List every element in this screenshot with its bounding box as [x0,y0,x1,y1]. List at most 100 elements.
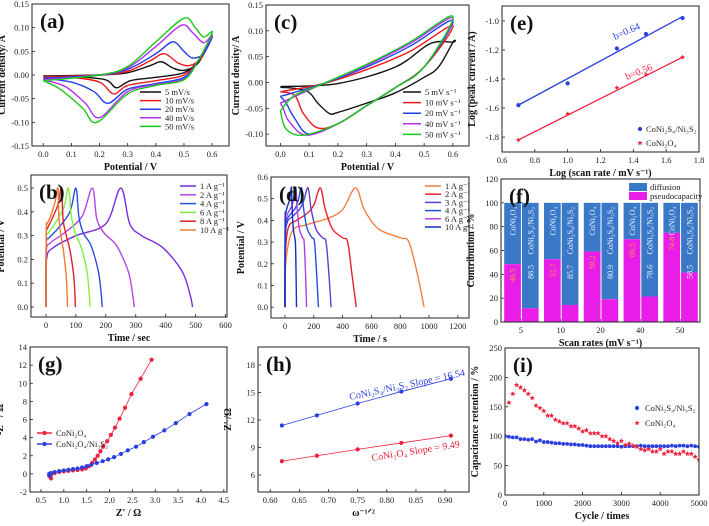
x-axis-label: Scan rates (mV s⁻¹) [559,338,642,349]
data-point [569,442,573,447]
data-point [576,443,581,447]
data-point [399,440,404,446]
data-point-star [665,448,671,454]
annotation-label: CoNi₂S₄/Ni₃S₂ Slope = 16.54 [348,368,466,403]
y-tick-label: 6 [23,415,27,425]
data-point-star [638,446,644,452]
data-point [399,389,404,394]
annotation-label: CoNi₂O₄ Slope = 9.49 [371,439,461,464]
bar-value-label: 52.7 [548,263,557,277]
x-tick-label: 100 [70,320,83,330]
data-point [52,469,57,475]
x-tick-label: 1.5 [81,495,92,505]
series-line [45,187,91,308]
panel-label: (b) [39,180,65,204]
legend-label: 5 mV/s [165,87,190,97]
y-tick-label: 0 [498,490,502,500]
data-point-star [572,423,578,429]
x-tick-label: 20 [596,325,605,335]
legend-label: CoNi₂S₄/Ni₃S₂ [646,124,697,134]
data-point [534,439,538,444]
data-point-star [548,412,555,418]
plot-area [279,15,456,136]
legend-label: 20 mV/s [165,104,194,114]
data-point [669,443,674,448]
x-tick-label: 1.8 [694,155,705,165]
data-point-star [696,456,699,462]
x-tick-label: 0.8 [530,155,541,165]
data-point [526,437,531,442]
x-tick-label: 0 [44,320,48,330]
y-tick-label: -0.05 [245,103,263,113]
bar-value-label: 74.8 [668,237,677,251]
x-tick-label: 1.6 [661,155,672,165]
data-point-star [657,446,663,452]
x-axis-label: Cycle / times [575,511,630,522]
y-tick-label: 15 [247,387,256,397]
legend-label: 1 A g⁻¹ [200,181,225,191]
legend-label: 8 A g⁻¹ [200,216,225,226]
data-point-star [661,451,667,457]
data-point [355,447,360,452]
bar-diffusion [663,202,681,233]
data-point [448,433,454,438]
y-tick-label: 9 [251,443,255,453]
data-point-star [556,418,562,424]
plot-frame [270,176,470,319]
plot-area [284,186,425,308]
plot-area [45,187,194,308]
panel-label: (e) [510,11,533,35]
data-point [314,453,319,458]
x-tick-label: 300 [129,320,142,330]
data-point [642,444,647,449]
y-tick-label: 0.3 [17,231,28,241]
plot-area [505,382,699,462]
x-tick-label: 0 [503,498,507,508]
x-tick-label: 0.5 [419,149,430,159]
series-line [45,187,69,308]
y-tick-label: 0.1 [257,280,268,290]
data-point-star [564,420,570,426]
y-tick-label: -1.4 [486,74,500,84]
panel-label: (a) [40,9,65,33]
bar-pseudocapacity [521,308,539,322]
data-point [66,467,71,472]
plot-frame [257,346,470,493]
bar-value-label: 78.6 [646,265,655,279]
bar-diffusion [601,202,619,300]
data-point [643,31,649,37]
data-point [75,466,80,471]
data-point [549,440,554,445]
data-point-star [576,425,582,431]
legend-label: 4 A g⁻¹ [445,206,470,216]
fit-line [518,16,683,106]
data-point [545,440,550,444]
data-point [112,425,118,430]
bar-value-label: 80.9 [606,265,615,279]
data-point [619,444,624,449]
data-point-star [607,436,613,442]
x-axis-label: Potential / V [341,162,395,173]
y-tick-label: 40 [490,269,499,279]
y-tick-label: 0.1 [17,278,28,288]
x-tick-label: 3000 [613,498,630,508]
panel-b: 0.0 0.1 0.2 0.3 0.4 0.5 0 100 200 300 400 500 600 Tim… [0,174,232,344]
data-point [162,428,167,433]
data-point-star [525,391,531,397]
x-tick-label: 2000 [574,498,591,508]
annotation-label: b=0.64 [612,21,642,42]
data-point [279,423,284,428]
series-line [45,187,135,308]
data-point-star [688,451,694,457]
data-point-star [541,408,547,414]
legend-label: CoNi₂O₄ [645,418,676,428]
data-point [565,81,570,86]
data-point [279,459,284,464]
y-tick-label: 4 [23,433,28,443]
x-tick-label: 2.0 [104,495,115,505]
data-point [314,413,319,418]
x-tick-label: 1000 [421,321,438,331]
y-axis-label: Log (peak current / A) [467,31,478,126]
y-tick-label: -1.0 [486,16,499,26]
x-tick-label: 0.4 [151,149,162,159]
